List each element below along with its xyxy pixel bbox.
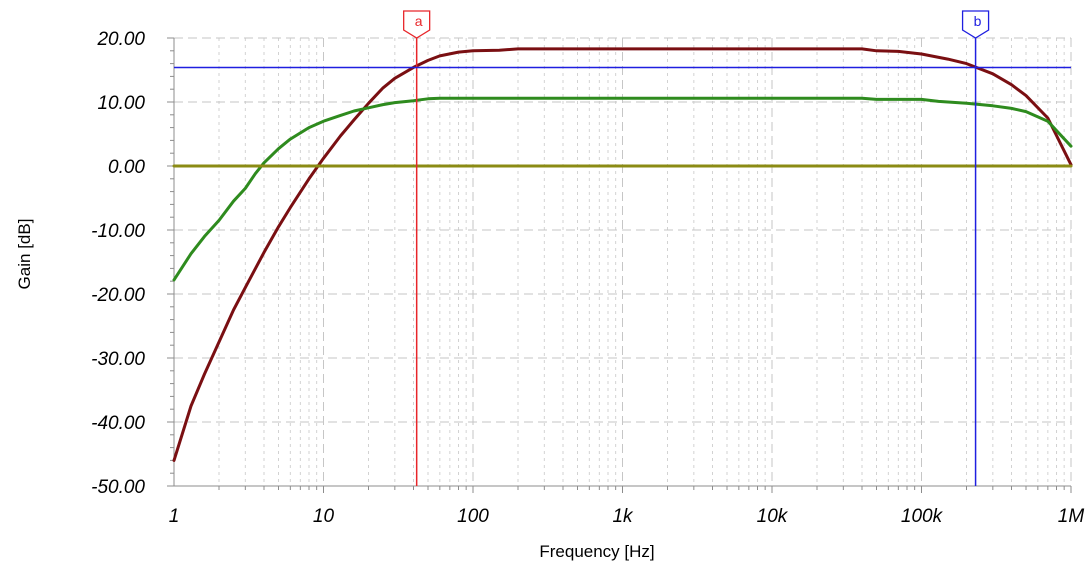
cursor-flag-b [961,10,990,39]
x-tick-label: 10k [757,506,789,527]
x-tick-label: 100 [457,506,489,527]
y-tick-label: -50.00 [91,477,145,498]
y-tick-label: 0.00 [108,157,145,178]
cursor-flag-a [403,10,431,39]
x-axis-label: Frequency [Hz] [539,542,654,561]
x-tick-label: 1M [1058,506,1085,527]
series-line-1 [172,47,1073,462]
series-line-2 [172,96,1073,282]
y-tick-label: 20.00 [96,29,145,50]
y-axis-label: Gain [dB] [15,219,34,290]
cursor-label-a: a [415,13,423,29]
cursor-label-b: b [974,13,982,29]
y-tick-label: -30.00 [91,349,145,370]
x-tick-label: 100k [901,506,944,527]
y-tick-label: 10.00 [97,93,145,114]
x-tick-label: 1 [169,506,180,527]
x-tick-label: 10 [313,506,335,527]
y-tick-label: -20.00 [91,285,145,306]
y-tick-label: -40.00 [91,413,145,434]
x-tick-label: 1k [612,506,634,527]
y-tick-label: -10.00 [91,221,145,242]
